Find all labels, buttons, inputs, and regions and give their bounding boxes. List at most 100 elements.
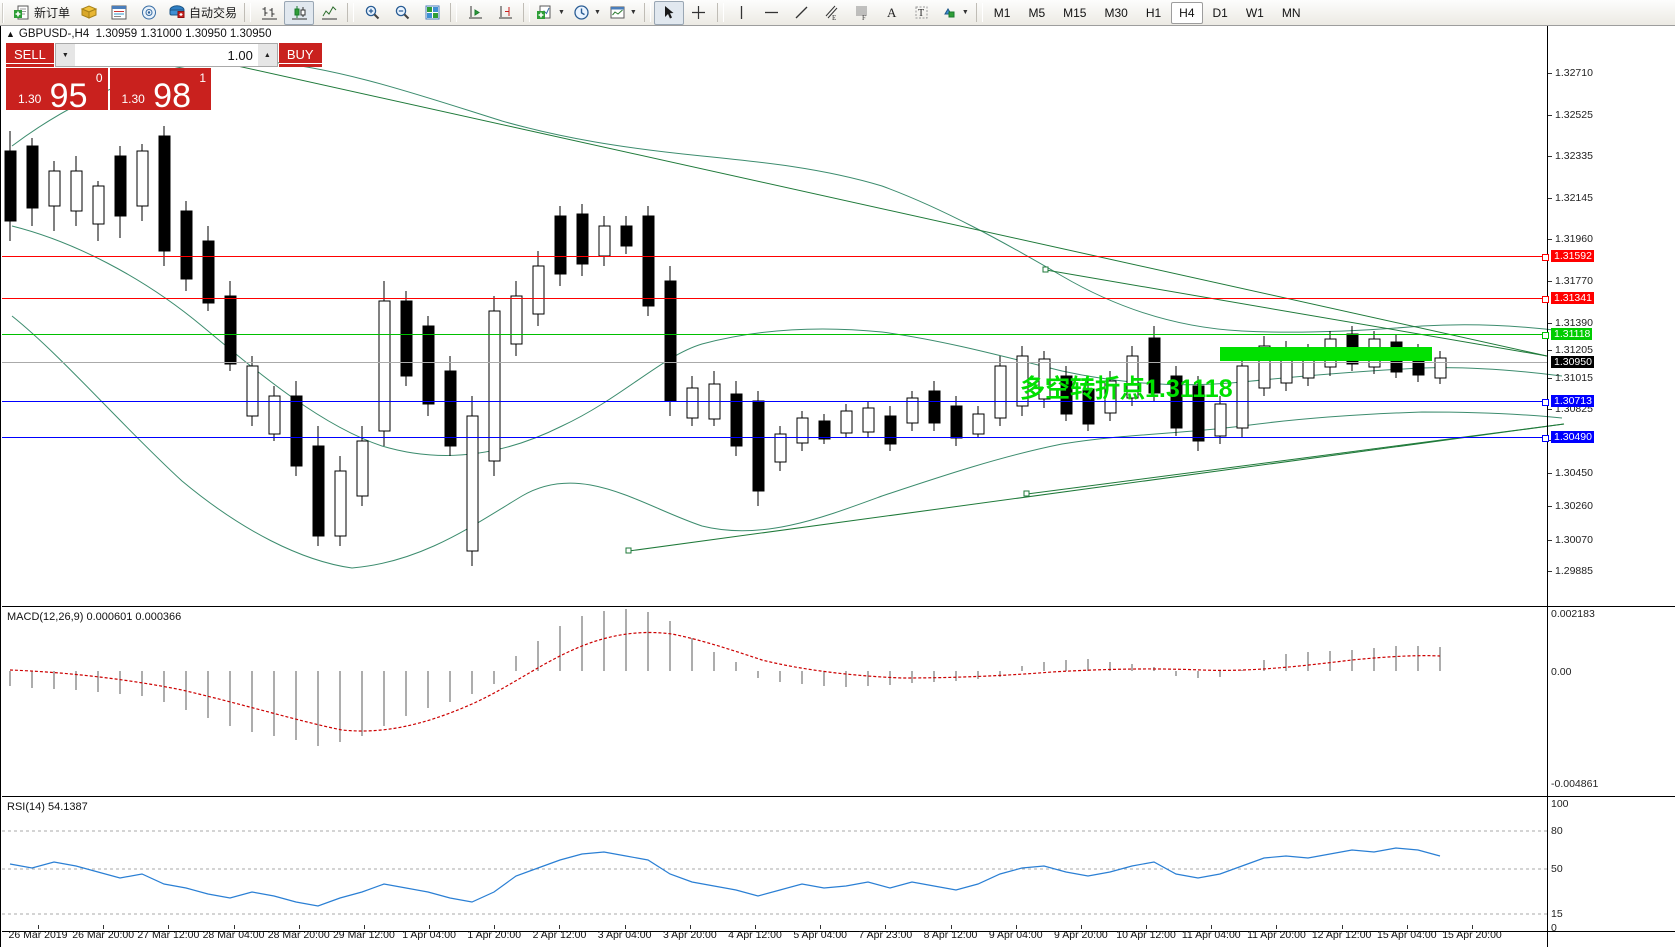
price-tick-mark	[1548, 409, 1552, 410]
text-label-icon: A	[887, 5, 897, 20]
equidistant-channel-button[interactable]: E	[817, 1, 847, 25]
templates-button[interactable]: ▼	[605, 1, 641, 25]
time-tick-mark	[38, 925, 39, 929]
oct-price-row: 1.30 95 0 1.30 98 1	[6, 68, 211, 115]
chart-shift-button[interactable]	[460, 1, 490, 25]
toolbar-separator	[975, 3, 983, 22]
volume-increment-button[interactable]: ▲	[257, 44, 277, 66]
bar-chart-button[interactable]	[254, 1, 284, 25]
price-tag-resistance-2[interactable]: 1.31592	[1551, 250, 1594, 262]
svg-text:T: T	[918, 8, 924, 19]
price-tag-support-1[interactable]: 1.30713	[1551, 395, 1594, 407]
one-click-trading-panel[interactable]: SELL ▼ ▲ BUY 1.30 95 0 1.30	[6, 43, 322, 115]
timeframe-m30[interactable]: M30	[1104, 5, 1128, 20]
shapes-button[interactable]: ▼	[937, 1, 973, 25]
volume-stepper[interactable]: ▼ ▲	[54, 43, 278, 67]
cursor-button[interactable]	[653, 0, 684, 25]
price-tag-support-2[interactable]: 1.30490	[1551, 431, 1594, 443]
zoom-out-button[interactable]	[387, 1, 417, 25]
price-tick-mark	[1548, 350, 1552, 351]
level-handle-resistance-1[interactable]	[1542, 296, 1549, 303]
chevron-down-icon[interactable]: ▼	[593, 9, 601, 16]
volume-decrement-button[interactable]: ▼	[55, 44, 75, 66]
timeframe-h4[interactable]: H4	[1171, 1, 1203, 24]
text-label-button[interactable]: A	[877, 1, 907, 25]
navigator-button[interactable]	[134, 1, 164, 25]
time-tick-mark	[1080, 925, 1082, 929]
chart-canvas[interactable]: 多空转折点1.31118 MACD(12,26,9) 0.000601 0.00…	[2, 26, 1675, 947]
time-axis[interactable]: 26 Mar 2019 26 Mar 20:00 27 Mar 12:00 28 Ma…	[2, 925, 1675, 947]
price-tag-current-price[interactable]: 1.30950	[1551, 356, 1594, 368]
timeframe-w1[interactable]: W1	[1245, 5, 1264, 20]
volume-input[interactable]	[74, 44, 258, 66]
level-line-resistance-2[interactable]	[2, 256, 1547, 257]
level-line-support-2[interactable]	[2, 437, 1547, 438]
time-tick-mark	[363, 925, 365, 929]
buy-button[interactable]: BUY	[278, 43, 322, 67]
trendlines[interactable]	[223, 62, 1565, 554]
time-tick-label: 3 Apr 20:00	[662, 929, 717, 941]
indicators-icon	[537, 5, 551, 19]
chart-bottom-border	[2, 931, 1675, 932]
chart-annotation[interactable]: 多空转折点1.31118	[1020, 375, 1233, 403]
level-line-resistance-1[interactable]	[2, 298, 1547, 299]
rsi-level-lines	[2, 830, 1547, 915]
buy-price-big: 98	[153, 77, 191, 115]
level-handle-support-2[interactable]	[1542, 435, 1549, 442]
time-tick-mark	[689, 925, 691, 929]
level-handle-resistance-2[interactable]	[1542, 254, 1549, 261]
toolbar-grip[interactable]	[2, 2, 6, 23]
level-line-pivot[interactable]	[2, 334, 1547, 335]
autotrading-label: 自动交易	[189, 6, 238, 20]
chart-window[interactable]: 多空转折点1.31118 MACD(12,26,9) 0.000601 0.00…	[0, 26, 1675, 947]
time-tick-label: 15 Apr 20:00	[1442, 929, 1502, 941]
time-tick-label: 27 Mar 12:00	[137, 929, 200, 941]
candlestick-chart-icon	[291, 6, 307, 20]
level-handle-support-1[interactable]	[1542, 399, 1549, 406]
timeframe-m1[interactable]: M1	[993, 5, 1011, 20]
time-tick-label: 12 Apr 12:00	[1311, 929, 1372, 941]
collapse-triangle-icon[interactable]: ▲	[6, 29, 15, 39]
autotrading-button[interactable]: 自动交易	[164, 1, 241, 25]
timeframe-m15[interactable]: M15	[1063, 5, 1087, 20]
time-tick-label: 1 Apr 04:00	[402, 929, 456, 941]
indicators-button[interactable]: ▼	[533, 1, 569, 25]
new-order-button[interactable]: 新订单	[10, 1, 74, 25]
vertical-line-button[interactable]	[727, 1, 757, 25]
timeframe-m5[interactable]: M5	[1028, 5, 1046, 20]
level-handle-pivot[interactable]	[1542, 332, 1549, 339]
timeframe-mn[interactable]: MN	[1281, 5, 1301, 20]
level-line-support-1[interactable]	[2, 401, 1547, 402]
text-button[interactable]: T	[907, 1, 937, 25]
price-tag-resistance-1[interactable]: 1.31341	[1551, 292, 1594, 304]
fibonacci-button[interactable]: F	[847, 1, 877, 25]
time-tick-label: 26 Mar 2019	[8, 929, 68, 941]
chevron-down-icon[interactable]: ▼	[961, 9, 969, 16]
line-chart-button[interactable]	[314, 1, 344, 25]
trendline-button[interactable]	[787, 1, 817, 25]
timeframe-d1[interactable]: D1	[1212, 5, 1228, 20]
chevron-down-icon[interactable]: ▼	[558, 9, 565, 16]
market-watch-button[interactable]	[104, 1, 134, 25]
buy-price-prefix: 1.30	[121, 92, 145, 106]
price-tag-pivot[interactable]: 1.31118	[1551, 328, 1593, 340]
tile-windows-button[interactable]	[417, 1, 447, 25]
profiles-button[interactable]	[74, 1, 104, 25]
buy-price-tile[interactable]: 1.30 98 1	[109, 68, 211, 115]
time-tick-label: 8 Apr 12:00	[923, 929, 978, 941]
zoom-in-button[interactable]	[357, 1, 387, 25]
time-tick-label: 29 Mar 12:00	[332, 929, 395, 941]
horizontal-line-button[interactable]	[757, 1, 787, 25]
timeframe-h1[interactable]: H1	[1145, 5, 1162, 20]
auto-scroll-button[interactable]	[490, 1, 520, 25]
symbol-name: GBPUSD-,H4	[18, 28, 90, 40]
period-button[interactable]: ▼	[569, 1, 605, 25]
chevron-down-icon[interactable]: ▼	[629, 9, 637, 16]
tile-windows-icon	[425, 5, 440, 20]
crosshair-button[interactable]	[684, 1, 714, 25]
horizontal-line-icon	[765, 11, 779, 14]
sell-price-tile[interactable]: 1.30 95 0	[6, 68, 108, 113]
sell-button[interactable]: SELL	[6, 43, 54, 67]
candlestick-chart-button[interactable]	[284, 0, 315, 25]
time-tick-mark	[494, 925, 496, 929]
